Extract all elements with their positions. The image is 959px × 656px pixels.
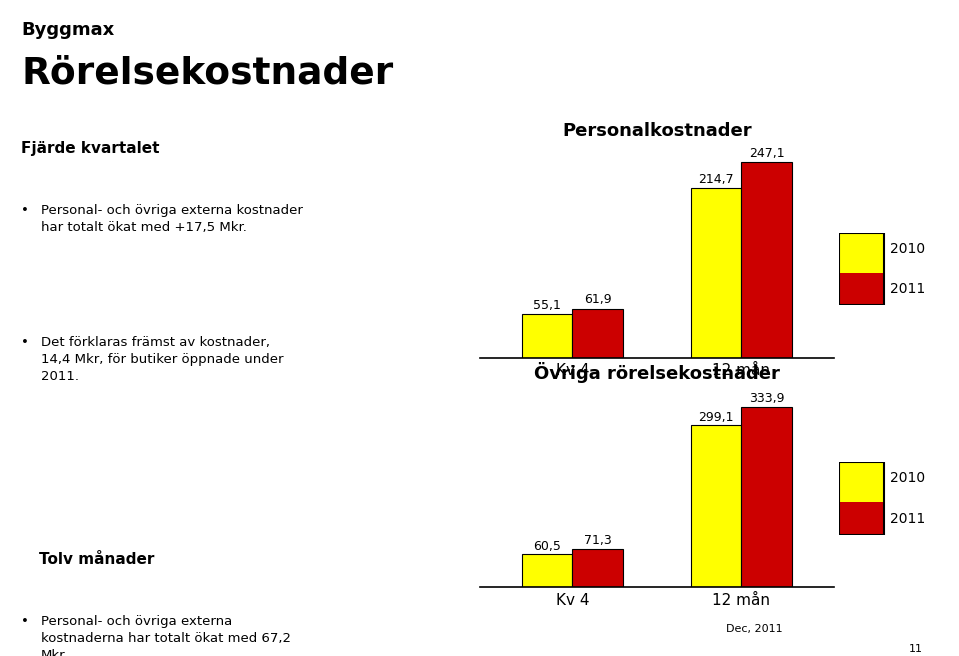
- Bar: [839, 462, 884, 535]
- Bar: [690, 188, 741, 358]
- Text: 333,9: 333,9: [749, 392, 784, 405]
- Bar: [573, 548, 623, 587]
- Bar: [839, 273, 884, 305]
- Title: Övriga rörelsekostnader: Övriga rörelsekostnader: [534, 361, 780, 382]
- Text: Personal- och övriga externa kostnader
har totalt ökat med +17,5 Mkr.: Personal- och övriga externa kostnader h…: [41, 205, 303, 234]
- Text: Byggmax: Byggmax: [21, 20, 114, 39]
- Text: Dec, 2011: Dec, 2011: [726, 625, 783, 634]
- Text: 55,1: 55,1: [533, 298, 561, 312]
- Text: 2010: 2010: [890, 242, 924, 256]
- Bar: [839, 233, 884, 305]
- Text: Fjärde kvartalet: Fjärde kvartalet: [21, 142, 159, 156]
- Text: 71,3: 71,3: [584, 534, 612, 547]
- Bar: [690, 425, 741, 587]
- Text: •: •: [21, 336, 29, 348]
- Text: 11: 11: [909, 644, 924, 654]
- Bar: [741, 163, 792, 358]
- Text: Tolv månader: Tolv månader: [38, 552, 154, 567]
- Bar: [522, 554, 573, 587]
- Text: Personal- och övriga externa
kostnaderna har totalt ökat med 67,2
Mkr.: Personal- och övriga externa kostnaderna…: [41, 615, 291, 656]
- Text: 214,7: 214,7: [698, 173, 734, 186]
- Bar: [573, 308, 623, 358]
- Bar: [741, 407, 792, 587]
- Text: 2011: 2011: [890, 282, 924, 296]
- Bar: [522, 314, 573, 358]
- Bar: [839, 462, 884, 502]
- Title: Personalkostnader: Personalkostnader: [562, 122, 752, 140]
- Text: Rörelsekostnader: Rörelsekostnader: [21, 55, 393, 91]
- Bar: [839, 233, 884, 273]
- Text: •: •: [21, 615, 29, 628]
- Text: 60,5: 60,5: [533, 540, 561, 553]
- Text: 2011: 2011: [890, 512, 924, 525]
- Text: 2010: 2010: [890, 472, 924, 485]
- Text: •: •: [21, 205, 29, 218]
- Text: 247,1: 247,1: [749, 147, 784, 160]
- Text: Det förklaras främst av kostnader,
14,4 Mkr, för butiker öppnade under
2011.: Det förklaras främst av kostnader, 14,4 …: [41, 336, 284, 382]
- Text: 299,1: 299,1: [698, 411, 734, 424]
- Bar: [839, 502, 884, 535]
- Text: 61,9: 61,9: [584, 293, 612, 306]
